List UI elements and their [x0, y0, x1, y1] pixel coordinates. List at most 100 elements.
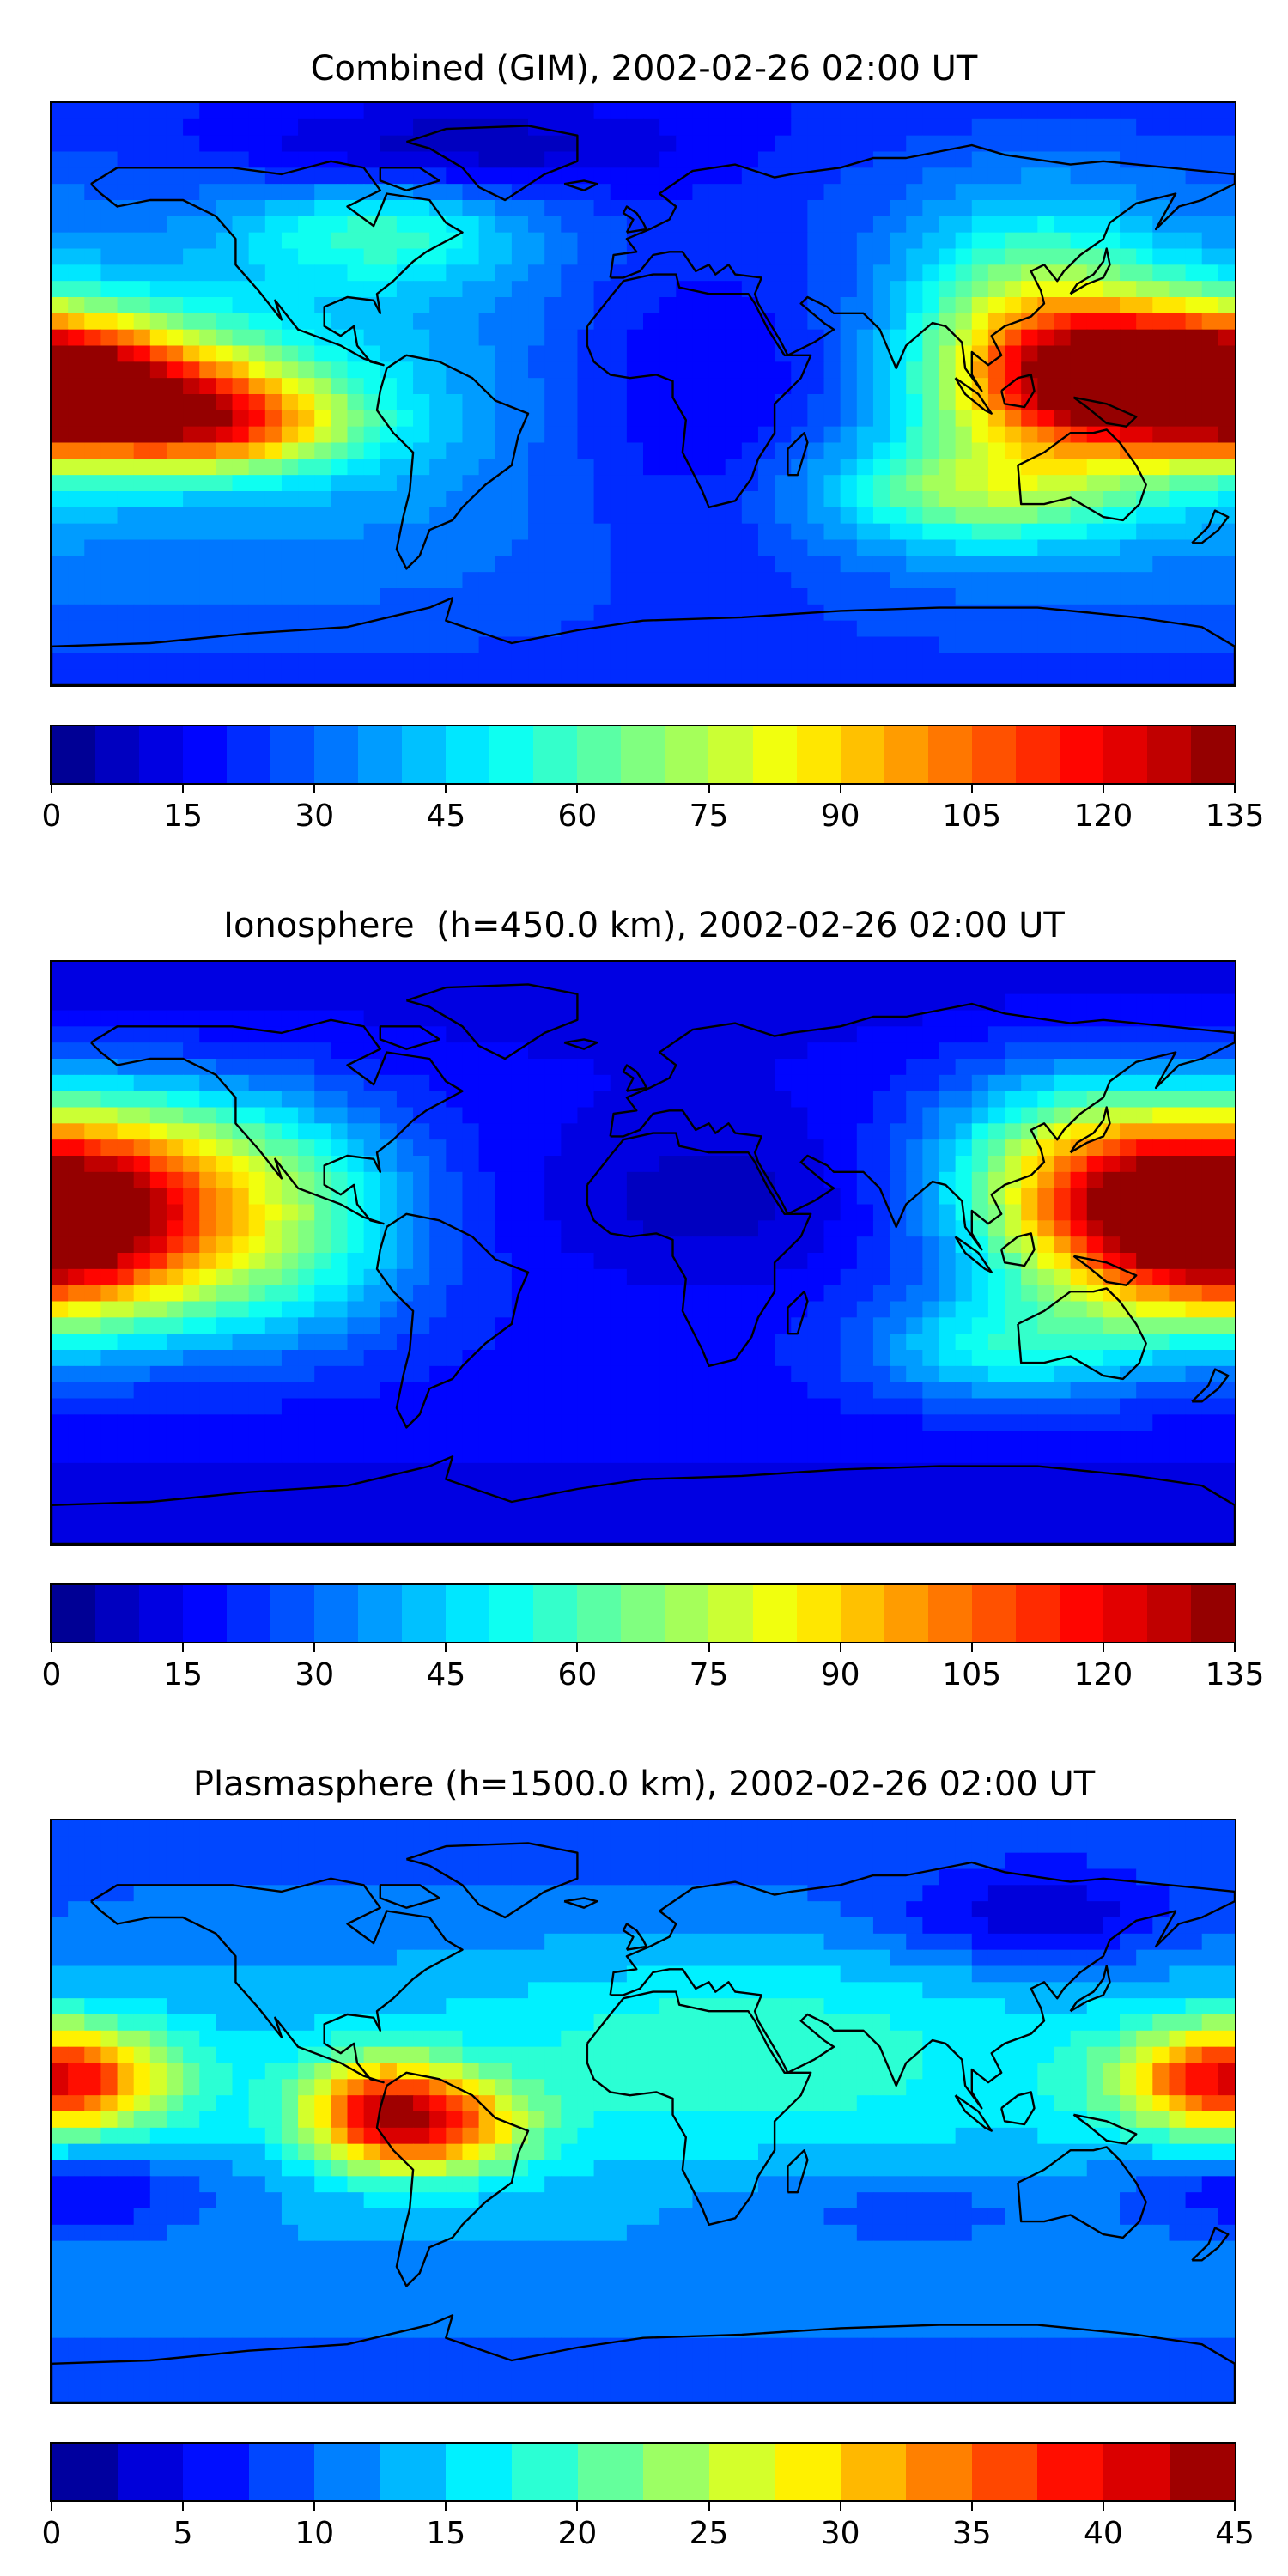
coastline-borneo: [1000, 1232, 1036, 1267]
panel-title-combined: Combined (GIM), 2002-02-26 02:00 UT: [310, 49, 978, 88]
colorbar-segment: [1059, 726, 1103, 783]
colorbar-segment: [884, 1585, 928, 1642]
colorbar-tick: [839, 1643, 841, 1652]
field-combined: [52, 103, 1235, 685]
coastline-africa: [586, 273, 812, 508]
coastline-eurasia: [609, 143, 1235, 392]
colorbar-segment: [314, 1585, 359, 1642]
colorbar-segment: [1015, 1585, 1060, 1642]
coastline-baffin: [379, 1025, 440, 1050]
colorbar-tick-label: 60: [557, 1657, 598, 1692]
colorbar-tick-label: 90: [820, 1657, 860, 1692]
colorbar-segment: [446, 726, 490, 783]
colorbar-segment: [183, 2444, 249, 2500]
map-svg-combined: [52, 103, 1235, 685]
coastline-iceland: [563, 1897, 598, 1909]
map-ionosphere: [50, 960, 1236, 1546]
colorbar-tick-label: 120: [1073, 1657, 1133, 1692]
colorbar-tick-label: 15: [163, 1657, 204, 1692]
colorbar-tick-label: 105: [942, 1657, 1002, 1692]
colorbar-tick: [313, 785, 316, 793]
map-svg-ionosphere: [52, 962, 1235, 1544]
colorbar-tick: [313, 1643, 316, 1652]
map-plasmasphere: [50, 1819, 1236, 2404]
colorbar-segment: [52, 1585, 96, 1642]
colorbar-segment: [139, 726, 184, 783]
coastline-baffin: [379, 1884, 440, 1909]
coastline-antarctica: [52, 2314, 1235, 2403]
panel-title-ionosphere: Ionosphere (h=450.0 km), 2002-02-26 02:0…: [223, 906, 1065, 945]
colorbar-segment: [621, 726, 665, 783]
colorbar-tick-label: 30: [295, 799, 335, 834]
coastline-sumatra: [954, 377, 993, 415]
coastline-uk: [622, 1064, 647, 1092]
colorbar-segment: [971, 2444, 1038, 2500]
colorbar-tick: [576, 785, 579, 793]
colorbar-tick-label: 75: [689, 799, 729, 834]
coastline-north-america: [90, 1018, 464, 1225]
colorbar-tick-label: 135: [1205, 799, 1265, 834]
colorbar-segment: [1103, 726, 1147, 783]
colorbar-tick: [313, 2502, 316, 2511]
coastline-new-guinea: [1072, 396, 1138, 428]
coastline-sumatra: [954, 2094, 993, 2132]
map-svg-plasmasphere: [52, 1820, 1235, 2403]
colorbar-segment: [884, 726, 928, 783]
coastline-antarctica: [52, 1455, 1235, 1544]
colorbar-segment: [1015, 726, 1060, 783]
coastline-new-guinea: [1072, 2113, 1138, 2145]
colorbar-tick-label: 45: [1215, 2516, 1255, 2551]
colorbar-plasmasphere: [50, 2442, 1236, 2502]
colorbar-tick-label: 10: [295, 2516, 335, 2551]
coastline-iceland: [563, 179, 598, 191]
colorbar-tick: [445, 2502, 447, 2511]
colorbar-tick: [182, 785, 185, 793]
coastline-new-zealand: [1191, 1368, 1230, 1403]
coastline-madagascar: [787, 1291, 809, 1335]
colorbar-segment: [533, 726, 578, 783]
coastline-south-america: [375, 1212, 530, 1429]
colorbar-segment: [1103, 2444, 1170, 2500]
colorbar-tick-label: 120: [1073, 799, 1133, 834]
colorbar-segment: [906, 2444, 972, 2500]
coastline-japan: [1069, 247, 1111, 295]
colorbar-segment: [665, 1585, 709, 1642]
colorbar-segment: [1103, 1585, 1147, 1642]
colorbar-tick: [51, 2502, 52, 2511]
coastline-greenland: [406, 125, 579, 202]
colorbar-tick: [708, 2502, 710, 2511]
coastline-new-guinea: [1072, 1255, 1138, 1286]
coastline-australia: [1017, 1287, 1147, 1381]
colorbar-segment: [52, 726, 96, 783]
colorbar-segment: [270, 1585, 315, 1642]
coastline-new-zealand: [1191, 509, 1230, 544]
colorbar-tick: [839, 785, 841, 793]
colorbar-segment: [489, 1585, 534, 1642]
colorbar-segment: [577, 2444, 644, 2500]
colorbar-tick-label: 45: [426, 799, 466, 834]
colorbar-ticks-combined: 0 15 30 45 60 75 90 105 120 135: [42, 785, 1264, 836]
colorbar-segment: [840, 1585, 884, 1642]
coastline-north-america: [90, 160, 464, 367]
colorbar-tick-label: 30: [820, 2516, 860, 2551]
coastline-baffin: [379, 167, 440, 191]
coastline-greenland: [406, 983, 579, 1060]
colorbar-segment: [1037, 2444, 1103, 2500]
colorbar-segment: [840, 726, 884, 783]
field-ionosphere: [52, 962, 1235, 1544]
colorbar-tick-label: 0: [41, 799, 62, 834]
colorbar-segment: [796, 726, 841, 783]
colorbar-tick-label: 35: [951, 2516, 992, 2551]
colorbar-segment: [117, 2444, 184, 2500]
colorbar-tick: [576, 1643, 579, 1652]
colorbar-segment: [446, 2444, 512, 2500]
colorbar-tick-label: 15: [426, 2516, 466, 2551]
colorbar-segment: [840, 2444, 907, 2500]
colorbar-segment: [402, 1585, 447, 1642]
coastline-greenland: [406, 1842, 579, 1919]
colorbar-tick-label: 5: [173, 2516, 193, 2551]
colorbar-segment: [577, 726, 622, 783]
colorbar-tick: [1234, 2502, 1236, 2511]
colorbar-tick: [970, 1643, 973, 1652]
colorbar-tick: [1102, 1643, 1104, 1652]
